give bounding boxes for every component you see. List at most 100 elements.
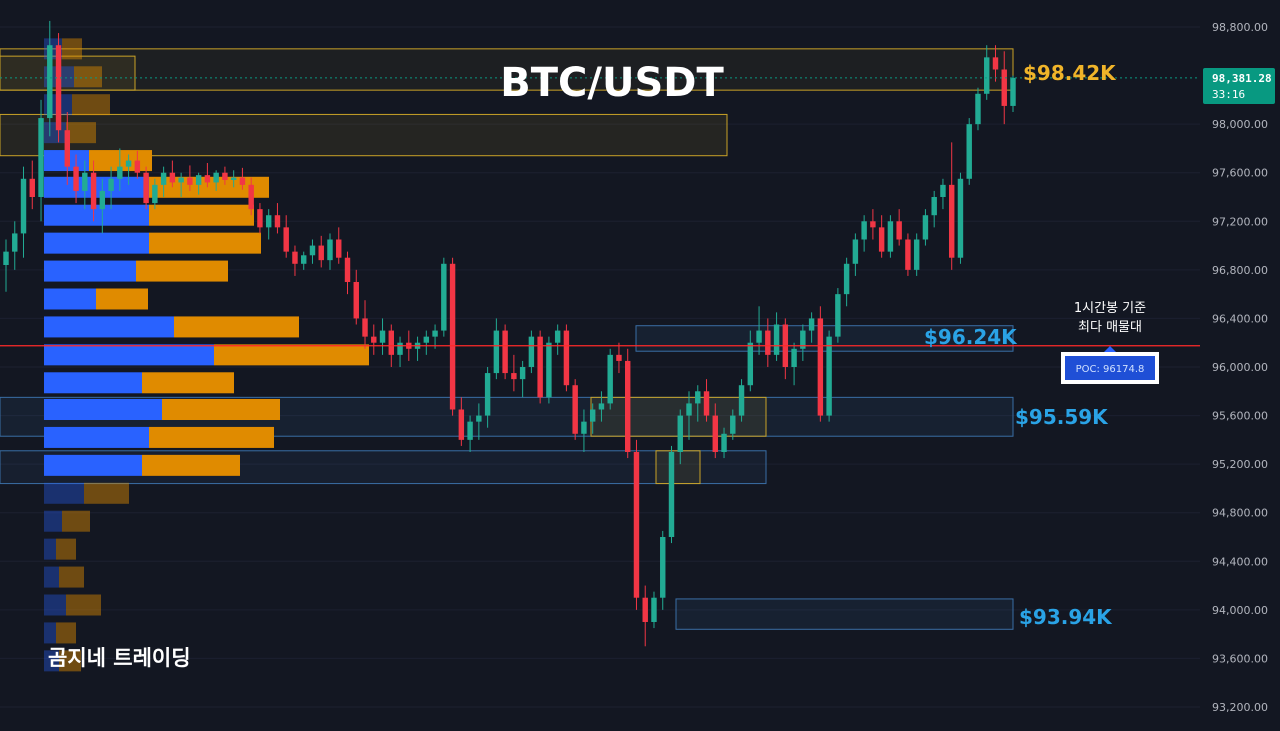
candle-body: [738, 385, 745, 416]
profile-buy-bar: [44, 399, 162, 420]
profile-sell-bar: [142, 372, 234, 394]
candle-body: [931, 197, 937, 216]
candle-body: [668, 452, 675, 537]
candle-body: [327, 239, 333, 261]
profile-buy-bar: [44, 288, 96, 310]
candle-body: [537, 336, 543, 398]
candle-body: [423, 336, 430, 343]
poc-note-line1: 1시간봉 기준: [1074, 301, 1146, 316]
candle-body: [82, 172, 88, 191]
candle-body: [29, 178, 35, 197]
candle-body: [301, 255, 307, 264]
candle-body: [747, 342, 754, 386]
profile-buy-bar: [44, 454, 142, 476]
candle-body: [992, 57, 999, 70]
candle-body: [791, 348, 797, 367]
candle-body: [511, 373, 517, 380]
candle-body: [336, 239, 342, 258]
poc-box-fill: [1065, 356, 1155, 380]
candle-body: [274, 215, 281, 228]
candle-body: [616, 354, 622, 361]
candle-body: [283, 227, 289, 252]
candle-body: [984, 57, 990, 94]
candle-body: [55, 45, 62, 131]
candle-body: [371, 336, 377, 343]
candle-body: [721, 433, 727, 452]
candle-body: [730, 415, 736, 434]
poc-note-line2: 최다 매물대: [1078, 320, 1142, 335]
zone-box: [655, 450, 701, 485]
zone-box: [675, 598, 1014, 630]
price-tick-label: 97,600.00: [1212, 167, 1268, 180]
profile-buy-bar: [44, 594, 66, 616]
price-tick-label: 96,800.00: [1212, 264, 1268, 277]
candle-body: [12, 233, 18, 252]
candle-body: [528, 336, 535, 367]
candle-body: [861, 221, 867, 240]
price-tick-label: 95,600.00: [1212, 410, 1268, 423]
price-tick-label: 96,000.00: [1212, 361, 1268, 374]
profile-sell-bar: [56, 622, 76, 644]
candle-body: [651, 597, 657, 622]
candle-body: [230, 177, 237, 180]
candle-body: [64, 130, 71, 167]
candle-body: [940, 184, 946, 197]
candle-body: [607, 354, 613, 404]
profile-buy-bar: [44, 650, 59, 672]
candle-body: [975, 93, 981, 125]
candle-body: [913, 239, 920, 270]
candle-body: [826, 336, 832, 416]
candle-body: [388, 330, 395, 355]
level-label: $95.59K: [1015, 405, 1109, 429]
candle-body: [476, 415, 482, 422]
candle-body: [239, 177, 246, 185]
profile-sell-bar: [59, 566, 84, 588]
profile-buy-bar: [44, 232, 149, 254]
candle-body: [800, 330, 806, 349]
zone-box: [0, 48, 1014, 91]
candle-body: [178, 177, 184, 183]
candle-body: [204, 175, 211, 183]
profile-buy-bar: [44, 426, 149, 448]
candle-body: [213, 172, 219, 183]
watermark-text: 곰지네 트레이딩: [48, 646, 191, 670]
candle-body: [397, 342, 403, 355]
candle-body: [1001, 69, 1007, 106]
profile-buy-bar: [44, 122, 66, 144]
profile-buy-bar: [44, 316, 174, 338]
profile-sell-bar: [59, 650, 81, 672]
candle-body: [125, 160, 132, 167]
candle-body: [502, 330, 508, 374]
profile-sell-bar: [72, 94, 110, 116]
candle-body: [134, 160, 141, 173]
candle-body: [318, 245, 324, 261]
price-tick-label: 96,400.00: [1212, 312, 1268, 325]
level-label: $98.42K: [1023, 61, 1117, 85]
candle-body: [922, 215, 929, 240]
profile-buy-bar: [44, 372, 142, 394]
profile-sell-bar: [66, 122, 96, 144]
level-labels: $98.42K $96.24K $95.59K $93.94K: [924, 61, 1117, 629]
candle-body: [878, 227, 885, 252]
profile-sell-bar: [66, 594, 101, 616]
price-tag-bg: [1203, 68, 1275, 104]
candle-body: [362, 318, 368, 337]
countdown-timer: 33:16: [1212, 88, 1245, 101]
candle-body: [309, 245, 316, 256]
profile-sell-bar: [62, 510, 90, 532]
poc-label: POC: 96174.8: [1076, 364, 1145, 375]
candle-body: [642, 597, 648, 622]
profile-buy-bar: [44, 482, 84, 504]
profile-buy-bar: [44, 204, 149, 226]
candle-body: [817, 318, 824, 416]
profile-sell-bar: [62, 38, 82, 60]
candle-body: [265, 215, 272, 228]
candle-body: [248, 184, 254, 210]
price-axis[interactable]: 98,800.00 98,000.00 97,600.00 97,200.00 96,8…: [1212, 21, 1268, 714]
candle-body: [73, 166, 79, 191]
profile-buy-bar: [44, 622, 56, 644]
profile-sell-bar: [84, 482, 129, 504]
level-label: $93.94K: [1019, 605, 1113, 629]
